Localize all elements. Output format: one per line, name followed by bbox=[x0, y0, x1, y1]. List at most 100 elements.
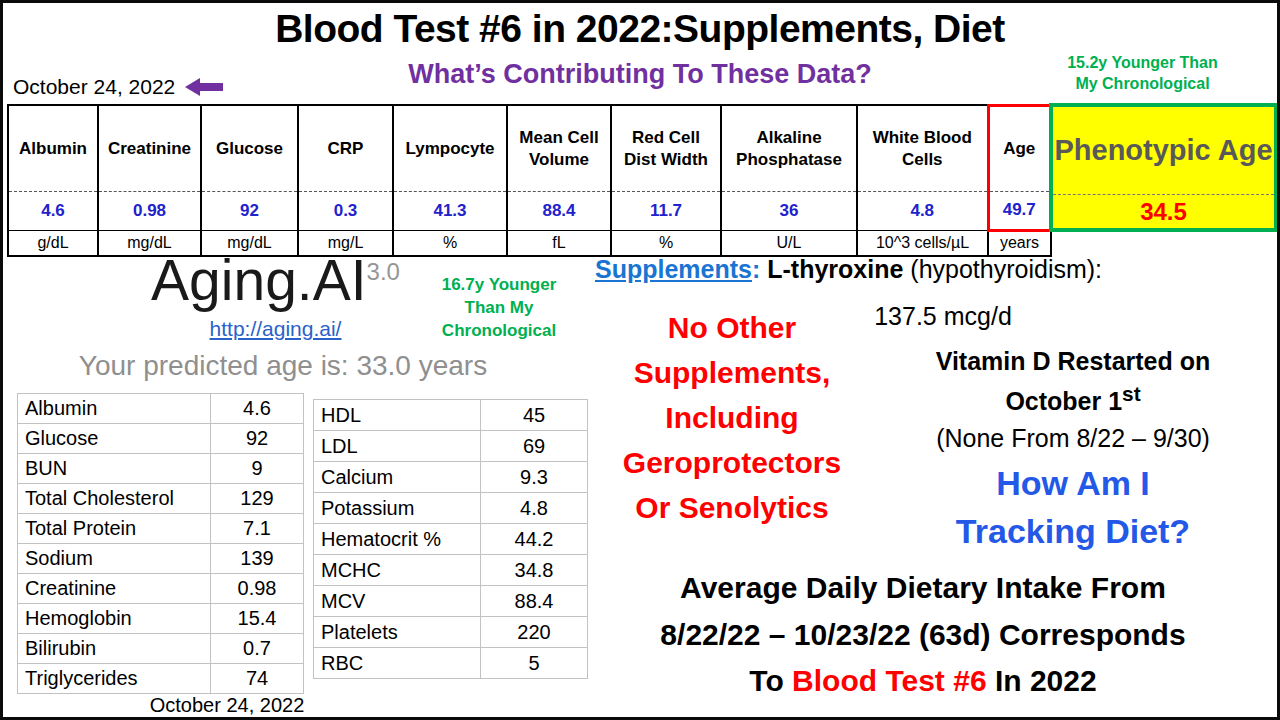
page-title: Blood Test #6 in 2022:Supplements, Diet bbox=[3, 7, 1277, 51]
table-row: HDL45 bbox=[314, 400, 588, 431]
marker-name: Potassium bbox=[314, 493, 481, 524]
marker-name: LDL bbox=[314, 431, 481, 462]
no-other-supplements-note: No Other Supplements, Including Geroprot… bbox=[576, 305, 888, 530]
marker-name: Sodium bbox=[18, 544, 211, 574]
no-other-line: Geroprotectors bbox=[576, 440, 888, 485]
supplements-line: Supplements: L-thyroxine (hypothyroidism… bbox=[595, 255, 1102, 284]
vitamin-d-note: Vitamin D Restarted on October 1st (None… bbox=[881, 343, 1265, 456]
vitamin-d-date-suffix: st bbox=[1122, 382, 1141, 405]
diet-summary-line1: Average Daily Dietary Intake From bbox=[571, 565, 1275, 612]
left-arrow-icon bbox=[185, 78, 223, 96]
marker-name: BUN bbox=[18, 454, 211, 484]
aging-ai-input-table-left: Albumin4.6 Glucose92 BUN9 Total Choleste… bbox=[17, 393, 304, 694]
biomarker-value: 36 bbox=[721, 192, 857, 230]
slide: Blood Test #6 in 2022:Supplements, Diet … bbox=[0, 0, 1280, 720]
table-row: Total Cholesterol129 bbox=[18, 484, 304, 514]
column-header: Mean Cell Volume bbox=[507, 105, 611, 192]
marker-name: Bilirubin bbox=[18, 634, 211, 664]
drug-name: L-thyroxine bbox=[767, 255, 903, 283]
biomarker-value: 11.7 bbox=[611, 192, 721, 230]
marker-name: Platelets bbox=[314, 617, 481, 648]
marker-value: 44.2 bbox=[481, 524, 588, 555]
marker-name: Glucose bbox=[18, 424, 211, 454]
vitamin-d-line1: Vitamin D Restarted on bbox=[881, 343, 1265, 379]
phenotypic-age-cell: Phenotypic Age 34.5 bbox=[1051, 105, 1276, 230]
table-row: Glucose92 bbox=[18, 424, 304, 454]
table-row: RBC5 bbox=[314, 648, 588, 679]
arrow-head bbox=[185, 78, 200, 96]
biomarker-unit-age: years bbox=[988, 230, 1051, 256]
biomarker-value: 4.8 bbox=[857, 192, 988, 230]
diet-summary-prefix: To bbox=[749, 664, 792, 697]
aging-ai-version: 3.0 bbox=[367, 258, 400, 285]
marker-value: 7.1 bbox=[211, 514, 304, 544]
vitamin-d-line2: October 1st bbox=[881, 379, 1265, 420]
header-row: Albumin Creatinine Glucose CRP Lympocyte… bbox=[8, 105, 1276, 192]
tracking-diet-line1: How Am I bbox=[881, 460, 1265, 508]
table-row: Albumin4.6 bbox=[18, 394, 304, 424]
marker-value: 4.8 bbox=[481, 493, 588, 524]
diet-summary: Average Daily Dietary Intake From 8/22/2… bbox=[571, 565, 1275, 705]
biomarker-table: Albumin Creatinine Glucose CRP Lympocyte… bbox=[7, 103, 1278, 257]
phenotypic-age-value: 34.5 bbox=[1053, 194, 1274, 228]
biomarker-value: 0.3 bbox=[298, 192, 393, 230]
table-row: LDL69 bbox=[314, 431, 588, 462]
supplements-heading: Supplements: bbox=[595, 255, 767, 283]
vitamin-d-gap-note: (None From 8/22 – 9/30) bbox=[881, 420, 1265, 456]
younger-note-top-line2: My Chronological bbox=[1015, 74, 1270, 95]
marker-name: MCV bbox=[314, 586, 481, 617]
column-header: White Blood Cells bbox=[857, 105, 988, 192]
table-row: Bilirubin0.7 bbox=[18, 634, 304, 664]
aging-ai-link[interactable]: http://aging.ai/ bbox=[210, 317, 342, 340]
no-other-line: No Other bbox=[576, 305, 888, 350]
column-header: Alkaline Phosphatase bbox=[721, 105, 857, 192]
marker-name: Creatinine bbox=[18, 574, 211, 604]
marker-value: 4.6 bbox=[211, 394, 304, 424]
column-header: Lympocyte bbox=[393, 105, 507, 192]
diet-summary-highlight: Blood Test #6 bbox=[792, 664, 986, 697]
table-row: Hemoglobin15.4 bbox=[18, 604, 304, 634]
table-row: Triglycerides74 bbox=[18, 664, 304, 694]
diet-summary-suffix: In 2022 bbox=[987, 664, 1097, 697]
column-header: Albumin bbox=[8, 105, 98, 192]
marker-value: 9.3 bbox=[481, 462, 588, 493]
younger-note-top: 15.2y Younger Than My Chronological bbox=[1015, 53, 1270, 95]
biomarker-unit: U/L bbox=[721, 230, 857, 256]
column-header: CRP bbox=[298, 105, 393, 192]
column-header-age: Age bbox=[988, 105, 1051, 192]
table-row: Hematocrit %44.2 bbox=[314, 524, 588, 555]
predicted-age-text: Your predicted age is: 33.0 years bbox=[3, 350, 563, 382]
phenotypic-age-label: Phenotypic Age bbox=[1053, 107, 1274, 194]
table-row: Creatinine0.98 bbox=[18, 574, 304, 604]
marker-name: Calcium bbox=[314, 462, 481, 493]
arrow-shaft bbox=[200, 83, 223, 91]
table-row: Potassium4.8 bbox=[314, 493, 588, 524]
aging-ai-input-table-right: HDL45 LDL69 Calcium9.3 Potassium4.8 Hema… bbox=[313, 399, 588, 679]
marker-value: 74 bbox=[211, 664, 304, 694]
top-date-label: October 24, 2022 bbox=[13, 75, 175, 99]
marker-name: Triglycerides bbox=[18, 664, 211, 694]
table-row: Sodium139 bbox=[18, 544, 304, 574]
marker-name: Total Cholesterol bbox=[18, 484, 211, 514]
younger-note-line3: Chronological bbox=[415, 320, 583, 343]
table-row: Total Protein7.1 bbox=[18, 514, 304, 544]
aging-ai-date: October 24, 2022 bbox=[17, 694, 437, 717]
biomarker-value: 41.3 bbox=[393, 192, 507, 230]
table-row: MCHC34.8 bbox=[314, 555, 588, 586]
no-other-line: Supplements, bbox=[576, 350, 888, 395]
top-date: October 24, 2022 bbox=[13, 75, 223, 99]
marker-name: Albumin bbox=[18, 394, 211, 424]
supplements-heading-text: Supplements bbox=[595, 255, 752, 283]
biomarker-value: 88.4 bbox=[507, 192, 611, 230]
tracking-diet-line2: Tracking Diet? bbox=[881, 508, 1265, 556]
supplements-colon: : bbox=[752, 255, 767, 283]
tracking-diet-question: How Am I Tracking Diet? bbox=[881, 460, 1265, 555]
table-row: MCV88.4 bbox=[314, 586, 588, 617]
diet-summary-line2: 8/22/22 – 10/23/22 (63d) Corresponds bbox=[571, 612, 1275, 659]
biomarker-unit: % bbox=[611, 230, 721, 256]
marker-value: 92 bbox=[211, 424, 304, 454]
marker-name: HDL bbox=[314, 400, 481, 431]
no-other-line: Or Senolytics bbox=[576, 485, 888, 530]
biomarker-value: 92 bbox=[201, 192, 298, 230]
marker-name: Hemoglobin bbox=[18, 604, 211, 634]
